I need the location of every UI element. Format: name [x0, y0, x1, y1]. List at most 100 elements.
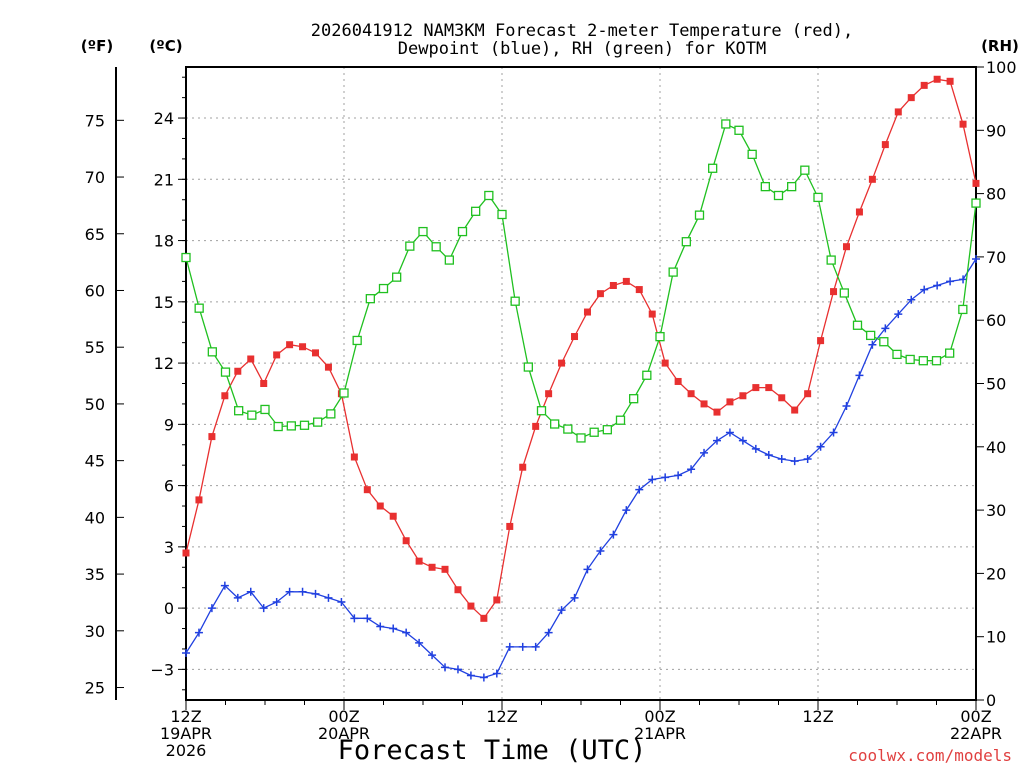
data-point — [852, 320, 863, 330]
data-point — [220, 367, 231, 377]
data-point — [378, 283, 389, 294]
data-point — [829, 428, 838, 437]
data-point — [842, 243, 850, 251]
data-point — [661, 473, 670, 482]
rh-tick-label: 90 — [986, 121, 1006, 140]
data-point — [602, 425, 612, 435]
celsius-tick-label: 3 — [164, 538, 174, 557]
data-point — [324, 593, 333, 602]
data-point — [428, 651, 437, 660]
data-point — [392, 272, 402, 282]
data-point — [479, 673, 488, 682]
series-2-meter-temperature — [182, 75, 980, 622]
data-point — [350, 614, 359, 623]
data-point — [492, 669, 501, 678]
data-point — [182, 649, 190, 658]
data-point — [550, 419, 560, 429]
fahrenheit-tick-label: 40 — [85, 508, 105, 527]
data-point — [813, 192, 823, 203]
data-point — [220, 581, 229, 590]
data-point — [721, 119, 731, 129]
fahrenheit-tick-label: 45 — [85, 452, 105, 471]
fahrenheit-tick-label: 50 — [85, 395, 105, 414]
data-point — [868, 340, 877, 349]
data-point — [589, 427, 599, 437]
data-point — [971, 198, 981, 208]
series-line — [185, 123, 977, 439]
data-point — [972, 179, 980, 187]
data-point — [441, 565, 449, 573]
data-point — [182, 549, 190, 557]
data-point — [712, 436, 721, 445]
data-point — [365, 294, 375, 304]
data-point — [946, 277, 955, 286]
data-point — [454, 586, 462, 594]
data-point — [558, 359, 566, 367]
data-point — [234, 367, 242, 375]
data-point — [259, 604, 268, 613]
data-point — [363, 614, 372, 623]
data-point — [635, 286, 643, 294]
data-point — [773, 190, 784, 201]
rh-tick-label: 40 — [986, 438, 1006, 457]
data-point — [622, 506, 631, 515]
data-point — [467, 602, 475, 610]
data-point — [273, 421, 283, 432]
data-point — [959, 275, 968, 284]
data-point — [958, 304, 968, 315]
x-tick-label: 20APR — [318, 724, 370, 743]
data-point — [194, 303, 204, 313]
data-point — [738, 436, 747, 445]
data-point — [350, 453, 358, 461]
data-point — [881, 324, 890, 333]
data-point — [221, 392, 229, 400]
data-point — [826, 255, 836, 265]
data-point — [466, 671, 475, 680]
data-point — [518, 642, 527, 651]
data-point — [739, 392, 747, 400]
data-point — [661, 359, 669, 367]
data-point — [337, 597, 346, 606]
data-point — [402, 628, 411, 637]
x-axis-label: Forecast Time (UTC) — [338, 735, 647, 766]
data-point — [778, 394, 786, 402]
data-point — [505, 642, 514, 651]
data-series — [181, 75, 981, 682]
data-point — [389, 624, 398, 633]
data-point — [583, 308, 591, 316]
series-dewpoint — [182, 254, 980, 682]
data-point — [747, 149, 757, 160]
celsius-tick-label: 24 — [154, 109, 174, 128]
data-point — [510, 296, 520, 306]
data-point — [945, 348, 955, 358]
data-point — [557, 606, 566, 615]
data-point — [635, 485, 644, 494]
data-point — [376, 502, 384, 510]
x-tick-label: 00Z — [960, 707, 991, 726]
data-point — [273, 351, 281, 359]
data-point — [687, 390, 695, 398]
fahrenheit-tick-label: 30 — [85, 622, 105, 641]
fahrenheit-tick-label: 75 — [85, 111, 105, 130]
data-point — [725, 428, 734, 437]
data-point — [842, 401, 851, 410]
data-point — [402, 537, 410, 545]
fahrenheit-tick-label: 55 — [85, 338, 105, 357]
data-point — [855, 208, 863, 216]
data-point — [457, 226, 468, 237]
x-tick-label: 2026 — [166, 741, 207, 760]
data-point — [576, 433, 586, 443]
chart-title-line2: Dewpoint (blue), RH (green) for KOTM — [398, 39, 766, 59]
data-point — [816, 442, 825, 451]
data-point — [497, 209, 507, 220]
data-point — [700, 448, 709, 457]
data-point — [563, 424, 573, 434]
rh-tick-label: 10 — [986, 628, 1006, 647]
data-point — [946, 77, 954, 85]
data-point — [544, 628, 553, 637]
data-point — [441, 663, 450, 672]
data-point — [765, 384, 773, 392]
celsius-tick-label: 18 — [154, 232, 174, 251]
data-point — [532, 422, 540, 430]
